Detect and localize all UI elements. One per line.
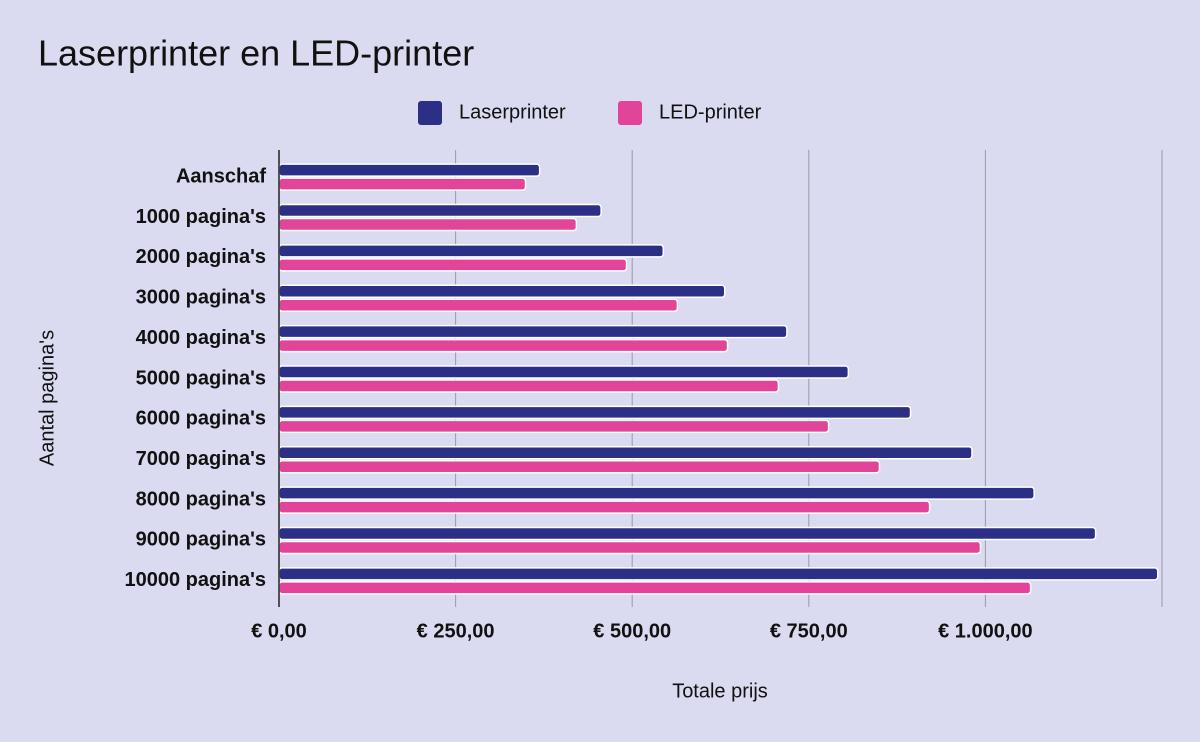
y-tick-label: 4000 pagina's [136,327,266,349]
y-tick-label: 1000 pagina's [136,206,266,228]
y-tick-label: 5000 pagina's [136,367,266,389]
bar [278,284,726,299]
bar [278,379,780,393]
y-tick-label: 6000 pagina's [136,408,266,430]
bar [278,486,1035,500]
bar [278,500,931,514]
bar [278,298,679,313]
x-tick-label: € 750,00 [770,620,848,642]
bar [278,365,850,379]
x-tick-label: € 250,00 [417,620,495,642]
bar [278,540,982,555]
y-tick-label: 2000 pagina's [136,246,266,268]
x-tick-label: € 1.000,00 [938,620,1033,642]
bar [278,177,527,191]
y-tick-label: 8000 pagina's [136,488,266,510]
x-axis-title: Totale prijs [672,680,768,702]
bar [278,163,541,177]
bar [278,405,912,420]
bar [278,526,1097,541]
x-tick-label: € 0,00 [251,620,307,642]
legend-swatch [618,101,642,125]
y-tick-label: 10000 pagina's [124,569,266,591]
bar [278,338,729,353]
chart-title: Laserprinter en LED-printer [38,33,474,74]
bar [278,244,665,258]
bar [278,581,1032,595]
bar [278,459,881,474]
bar [278,203,602,218]
y-tick-label: Aanschaf [176,165,266,187]
y-tick-label: 9000 pagina's [136,529,266,551]
x-tick-label: € 500,00 [593,620,671,642]
y-axis-title: Aantal pagina's [36,330,58,466]
bar [278,258,628,272]
legend-swatch [418,101,442,125]
bar [278,324,788,339]
y-tick-label: 3000 pagina's [136,287,266,309]
y-tick-label: 7000 pagina's [136,448,266,470]
bar [278,419,830,434]
bar [278,217,578,232]
legend-label: LED-printer [659,101,762,123]
bar [278,567,1159,581]
legend-label: Laserprinter [459,101,566,123]
bar [278,445,973,460]
